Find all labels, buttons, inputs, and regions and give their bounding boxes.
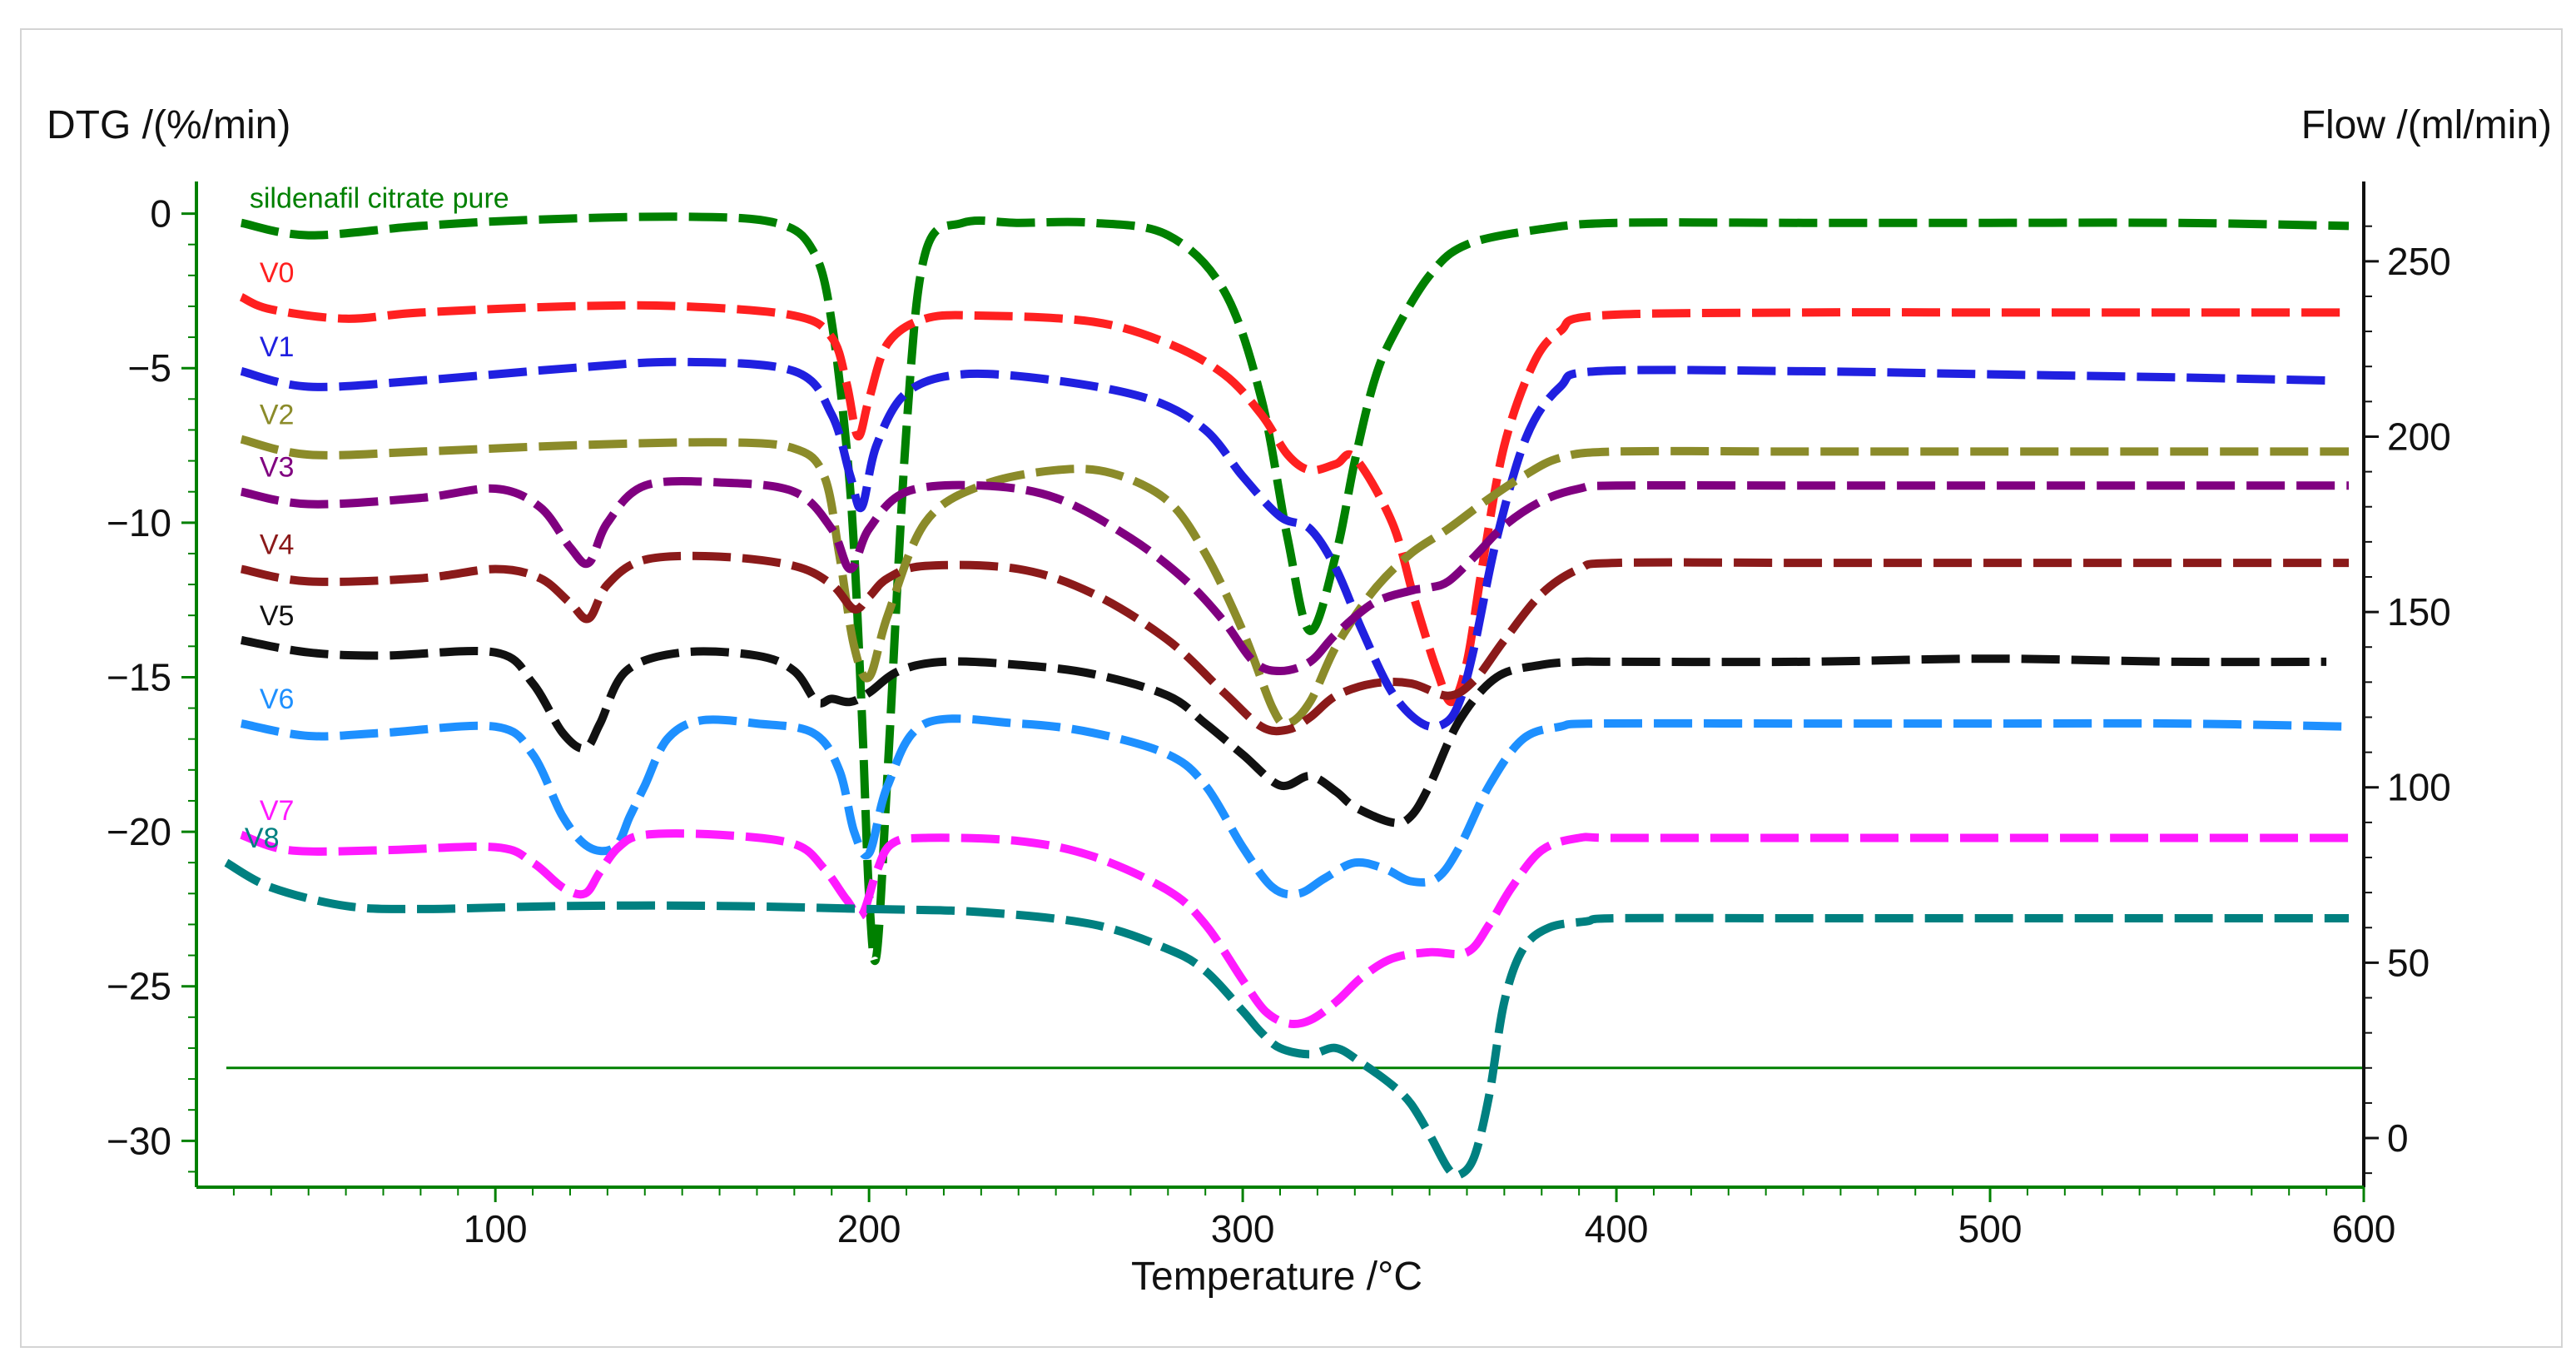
x-tick-label-100: 100 (464, 1207, 528, 1250)
series-label-v8: V8 (245, 823, 280, 854)
y-right-tick-label-100: 100 (2387, 766, 2451, 809)
series-label-v0: V0 (260, 257, 295, 289)
x-tick-label-300: 300 (1211, 1207, 1275, 1250)
y-left-tick-label--15: −15 (107, 655, 171, 698)
y-left-tick-label--30: −30 (107, 1119, 171, 1162)
series-label-v4: V4 (260, 529, 295, 561)
y-right-tick-label-0: 0 (2387, 1116, 2409, 1160)
series-line-v0 (239, 293, 2349, 707)
series-line-v6 (240, 714, 2350, 899)
axis-text: DTG /(%/min) Flow /(ml/min) Temperature … (47, 103, 2552, 1299)
y-right-tick-label-200: 200 (2387, 415, 2451, 458)
series-label-v3: V3 (260, 452, 295, 484)
series-line-v3 (240, 476, 2349, 675)
series-line-v4 (240, 551, 2349, 736)
series-label-v7: V7 (260, 795, 295, 827)
y-left-tick-label--5: −5 (128, 346, 171, 390)
x-tick-label-400: 400 (1585, 1207, 1649, 1250)
y-right-tick-label-250: 250 (2387, 240, 2451, 283)
y-right-tick-label-50: 50 (2387, 941, 2430, 984)
x-tick-label-600: 600 (2332, 1207, 2396, 1250)
series-line-sildenafil-citrate-pure (240, 212, 2350, 966)
series-label-sildenafil-citrate-pure: sildenafil citrate pure (250, 183, 509, 215)
dtg-chart: DTG /(%/min) Flow /(ml/min) Temperature … (47, 103, 2552, 1299)
y-left-tick-label--20: −20 (107, 810, 171, 853)
chart-frame: DTG /(%/min) Flow /(ml/min) Temperature … (20, 28, 2563, 1348)
x-axis-title: Temperature /°C (1131, 1255, 1422, 1299)
x-tick-label-200: 200 (837, 1207, 901, 1250)
y-right-tick-label-150: 150 (2387, 590, 2451, 634)
series-line-v2 (240, 435, 2349, 728)
x-tick-label-500: 500 (1958, 1207, 2023, 1250)
series-label-v6: V6 (260, 683, 295, 715)
y-axis-left-title: DTG /(%/min) (47, 103, 290, 147)
series-label-v2: V2 (260, 400, 295, 431)
y-left-tick-label--10: −10 (107, 501, 171, 544)
y-left-tick-label-0: 0 (150, 192, 171, 236)
axes (181, 181, 2379, 1202)
series-line-v7 (240, 829, 2349, 1029)
y-axis-right-title: Flow /(ml/min) (2301, 103, 2552, 147)
series-label-v5: V5 (260, 600, 295, 632)
y-left-tick-label--25: −25 (107, 965, 171, 1008)
series-line-v5 (240, 635, 2327, 828)
series-lines (224, 212, 2364, 1181)
series-label-v1: V1 (260, 331, 295, 363)
series-line-v8 (224, 858, 2349, 1181)
series-line-v1 (240, 357, 2327, 732)
